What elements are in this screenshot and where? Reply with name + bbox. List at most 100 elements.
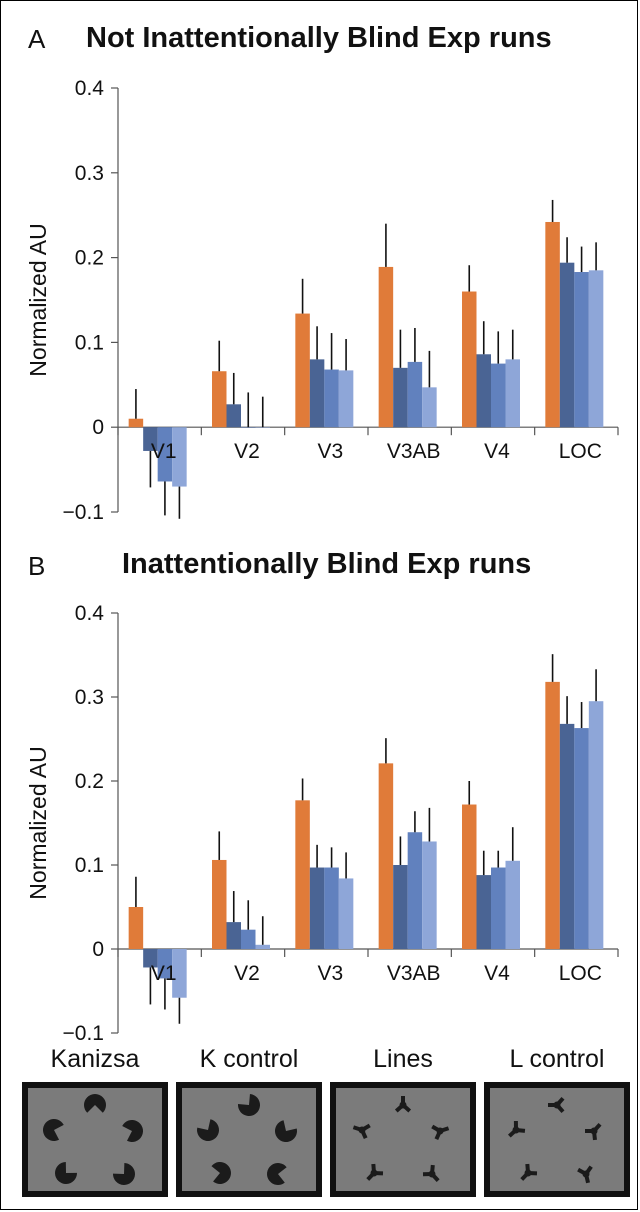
legend-swatch-k-control: [176, 1082, 322, 1197]
bar-v1-3: [172, 949, 187, 998]
x-tick-label-v3ab: V3AB: [387, 962, 441, 985]
x-tick-label-v2: V2: [234, 962, 260, 985]
junction-center: [590, 1127, 598, 1135]
bar-v2-0: [212, 859, 227, 949]
y-tick-label: 0.3: [75, 686, 104, 709]
junction-center: [582, 1170, 590, 1178]
y-tick-label: 0.1: [75, 854, 104, 877]
bar-loc-3: [588, 701, 604, 949]
pacman-shape: [122, 1120, 143, 1142]
x-tick-label-v3ab: V3AB: [387, 440, 441, 463]
bar-loc-0: [545, 221, 560, 428]
bar-v2-1: [226, 404, 241, 428]
panel-b-letter: B: [28, 551, 46, 581]
pacman-shape: [112, 1163, 135, 1185]
pacman-shape: [267, 1163, 287, 1185]
bar-loc-2: [574, 728, 589, 949]
bar-v2-3: [255, 427, 270, 428]
junction-center: [524, 1169, 532, 1177]
legend-label-lines: Lines: [373, 1045, 433, 1073]
bar-v3ab-1: [393, 865, 408, 949]
bar-v3-2: [324, 369, 339, 428]
bar-v3ab-3: [422, 841, 437, 949]
y-tick-label: 0.1: [75, 331, 104, 354]
bar-v2-2: [241, 427, 256, 428]
y-tick-label: 0: [92, 938, 104, 961]
bar-v3-3: [338, 878, 354, 949]
y-tick-label: −0.1: [63, 1022, 104, 1045]
panel-b-title: Inattentionally Blind Exp runs: [122, 548, 532, 580]
bar-v4-1: [476, 354, 491, 428]
x-tick-label-v4: V4: [484, 962, 510, 985]
x-tick-label-v1: V1: [151, 440, 177, 463]
pacman-shape: [238, 1094, 260, 1116]
pacman-shape: [43, 1119, 64, 1141]
bar-v3ab-2: [407, 832, 423, 949]
bar-v3-1: [309, 867, 325, 949]
bar-v3ab-0: [378, 266, 394, 428]
legend-label-kanizsa: Kanizsa: [50, 1045, 140, 1073]
x-tick-label-v2: V2: [234, 440, 260, 463]
bar-v4-2: [491, 363, 506, 428]
bar-v2-3: [255, 944, 270, 949]
bar-v1-2: [157, 427, 173, 482]
bar-v3-0: [295, 800, 310, 949]
bar-v3ab-2: [407, 361, 423, 428]
bar-v1-0: [128, 418, 144, 428]
bar-v3-0: [295, 313, 310, 428]
pacman-shape: [211, 1162, 231, 1184]
bar-v4-1: [476, 875, 491, 949]
legend-label-l-control: L control: [509, 1045, 605, 1073]
x-tick-label-v3: V3: [317, 962, 343, 985]
panel-a-letter: A: [28, 24, 46, 54]
bar-v2-2: [241, 929, 256, 949]
lines-stimulus-icon: [352, 1096, 450, 1182]
bar-loc-2: [574, 272, 589, 428]
pacman-shape: [55, 1162, 77, 1184]
bar-v2-0: [212, 371, 227, 428]
legend-swatch-l-control: [484, 1082, 630, 1197]
chart-b: 0.4 0.3 0.2 0.1 0 −0.1 Normalized AU V1 V2 V3 V3AB…: [25, 602, 619, 1045]
y-tick-label: 0.2: [75, 247, 104, 270]
junction-center: [358, 1126, 366, 1134]
bar-v4-0: [462, 291, 477, 428]
legend-swatch-kanizsa: [22, 1082, 168, 1197]
kanizsa-stimulus-icon: [43, 1094, 143, 1185]
junction-center: [436, 1127, 444, 1135]
pacman-shape: [275, 1120, 297, 1142]
y-axis-title: Normalized AU: [25, 746, 51, 899]
pacman-shape: [197, 1119, 219, 1141]
chart-a: 0.4 0.3 0.2 0.1 0 −0.1 Normalized AU V1 V2 V3 V3AB…: [25, 77, 619, 524]
bar-v1-0: [128, 907, 144, 949]
x-tick-label-loc: LOC: [559, 440, 602, 463]
bar-v2-1: [226, 922, 241, 949]
pacman-shape: [84, 1094, 106, 1113]
x-tick-label-v4: V4: [484, 440, 510, 463]
panel-a-title: Not Inattentionally Blind Exp runs: [86, 22, 552, 54]
y-tick-label: 0.4: [75, 77, 105, 100]
junction-center: [553, 1101, 561, 1109]
junction-center: [399, 1101, 407, 1109]
junction-center: [370, 1169, 378, 1177]
bar-v4-0: [462, 804, 477, 949]
y-tick-label: −0.1: [63, 501, 104, 524]
bar-v4-2: [491, 867, 506, 949]
bar-loc-3: [588, 270, 604, 428]
x-tick-label-loc: LOC: [559, 962, 602, 985]
bar-v1-3: [172, 427, 187, 487]
y-tick-label: 0.3: [75, 162, 104, 185]
bar-loc-1: [559, 262, 575, 428]
bar-v3ab-3: [422, 387, 437, 428]
bar-v4-3: [505, 359, 520, 428]
bar-v3ab-0: [378, 763, 394, 949]
legend-swatch-lines: [330, 1082, 476, 1197]
junction-center: [512, 1126, 520, 1134]
bar-v4-3: [505, 860, 520, 949]
bar-v1-2: [157, 949, 173, 979]
x-tick-label-v3: V3: [317, 440, 343, 463]
junction-center: [428, 1170, 436, 1178]
bar-v3-3: [338, 370, 354, 428]
y-axis-title: Normalized AU: [25, 223, 51, 376]
bar-v3-1: [309, 359, 325, 428]
